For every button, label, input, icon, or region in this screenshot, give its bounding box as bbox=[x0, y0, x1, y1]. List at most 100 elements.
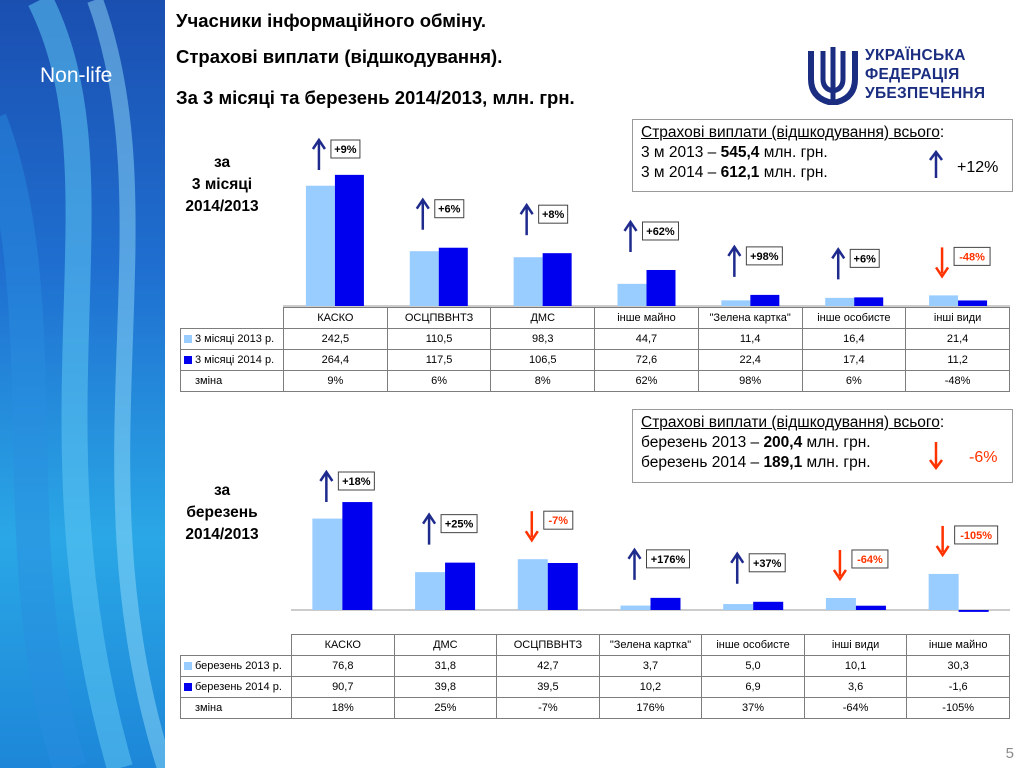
table-header-row: КАСКО ДМС ОСЦПВВНТЗ "Зелена картка" інше осо… bbox=[181, 634, 1010, 656]
bar-2013 bbox=[723, 604, 754, 610]
chart1-total-change: +12% bbox=[957, 159, 999, 176]
table-cell: 31,8 bbox=[393, 655, 498, 677]
chart2-summary-row2-value: 189,1 bbox=[763, 454, 803, 471]
change-callout-box bbox=[851, 549, 889, 569]
table-cell: 6% bbox=[801, 370, 907, 392]
table-cell: 44,7 bbox=[594, 328, 699, 350]
bar-2013 bbox=[825, 597, 856, 610]
change-callout-label: +6% bbox=[438, 204, 461, 216]
bar-2013 bbox=[312, 518, 343, 610]
arrow-up-icon bbox=[623, 219, 638, 232]
change-callout-box bbox=[646, 549, 690, 569]
table-header-cell: ДМС bbox=[393, 634, 498, 656]
chart1-side-label-2: 3 місяці bbox=[191, 176, 253, 193]
arrow-down-icon bbox=[929, 442, 943, 470]
chart2-summary-row2-label: березень 2014 – bbox=[641, 454, 764, 471]
table-corner bbox=[181, 635, 292, 656]
change-callout-label: -48% bbox=[959, 251, 985, 263]
change-callout-label: +98% bbox=[750, 251, 779, 263]
chart2-summary-row1-label: березень 2013 – bbox=[641, 434, 764, 451]
change-callout-label: +176% bbox=[651, 554, 686, 566]
table-cell: 30,3 bbox=[906, 655, 1010, 677]
legend-2014-label: 3 місяці 2014 р. bbox=[195, 354, 275, 366]
bar-2013 bbox=[409, 251, 439, 306]
change-callout-label: -7% bbox=[549, 515, 569, 527]
bar-2014 bbox=[334, 174, 364, 306]
table-cell: 8% bbox=[490, 370, 596, 392]
chart2-total-change: -6% bbox=[969, 449, 998, 466]
arrow-up-icon bbox=[831, 247, 846, 260]
table-row-change: зміна 18% 25% -7% 176% 37% -64% -105% bbox=[180, 697, 1010, 719]
table-cell: 98% bbox=[697, 370, 803, 392]
change-callout-label: -105% bbox=[960, 530, 992, 542]
header-line-3: За 3 місяці та березень 2014/2013, млн. … bbox=[176, 87, 575, 108]
table-header-cell: "Зелена картка" bbox=[598, 634, 703, 656]
table-cell: 5,0 bbox=[701, 655, 805, 677]
row-label-2014: березень 2014 р. bbox=[180, 676, 292, 698]
bar-2014 bbox=[646, 269, 676, 306]
table-row-change: зміна 9% 6% 8% 62% 98% 6% -48% bbox=[180, 370, 1010, 392]
table-cell: 76,8 bbox=[291, 655, 395, 677]
table-cell: 11,2 bbox=[905, 349, 1010, 371]
table-header-cell: інше особисте bbox=[801, 307, 907, 329]
chart1-summary-title: Страхові виплати (відшкодування) всього bbox=[641, 124, 940, 141]
change-callout-label: +9% bbox=[334, 144, 357, 156]
table-header-cell: КАСКО bbox=[291, 634, 395, 656]
table-header-cell: інше особисте bbox=[701, 634, 805, 656]
bar-2014 bbox=[445, 562, 476, 610]
bar-2014 bbox=[547, 562, 578, 610]
arrow-up-icon bbox=[727, 244, 742, 257]
bar-2014 bbox=[855, 605, 886, 610]
change-callout-label: -64% bbox=[857, 554, 883, 566]
page-number: 5 bbox=[1005, 745, 1014, 762]
legend-swatch-2014 bbox=[184, 683, 192, 691]
bar-2014 bbox=[438, 247, 468, 306]
bar-2013 bbox=[517, 559, 548, 610]
change-callout-label: +37% bbox=[753, 558, 782, 570]
bar-2014 bbox=[650, 597, 681, 610]
table-cell: -64% bbox=[803, 697, 908, 719]
table-cell: 3,6 bbox=[803, 676, 908, 698]
table-cell: -105% bbox=[906, 697, 1010, 719]
row-label-2014: 3 місяці 2014 р. bbox=[180, 349, 284, 371]
chart2-summary-row2-unit: млн. грн. bbox=[802, 454, 871, 471]
table-row-2013: березень 2013 р. 76,8 31,8 42,7 3,7 5,0 10,1 3… bbox=[180, 655, 1010, 677]
bar-2013 bbox=[929, 295, 959, 306]
change-callout-label: +18% bbox=[342, 476, 371, 488]
chart2-data-table: КАСКО ДМС ОСЦПВВНТЗ "Зелена картка" інше осо… bbox=[180, 634, 1010, 719]
bar-2013 bbox=[928, 573, 959, 610]
arrow-up-icon bbox=[730, 551, 745, 564]
logo-line-3: УБЕЗПЕЧЕННЯ bbox=[865, 85, 986, 102]
row-label-change: зміна bbox=[180, 697, 292, 719]
bar-2014 bbox=[342, 502, 373, 610]
table-corner bbox=[181, 308, 284, 329]
table-cell: 10,2 bbox=[598, 676, 703, 698]
change-callout-box bbox=[849, 248, 880, 268]
table-cell: 98,3 bbox=[490, 328, 596, 350]
logo-text: УКРАЇНСЬКА ФЕДЕРАЦІЯ УБЕЗПЕЧЕННЯ bbox=[865, 46, 985, 103]
change-callout-box bbox=[440, 514, 478, 534]
sidebar-title: Non-life bbox=[40, 64, 113, 87]
table-cell: 6,9 bbox=[701, 676, 805, 698]
chart1-summary-row2-label: 3 м 2014 – bbox=[641, 164, 721, 181]
chart1-summary-row1-label: 3 м 2013 – bbox=[641, 144, 721, 161]
table-cell: 22,4 bbox=[697, 349, 803, 371]
change-callout-label: +25% bbox=[445, 519, 474, 531]
header-line-2: Страхові виплати (відшкодування). bbox=[176, 46, 503, 67]
chart1-summary-row2-value: 612,1 bbox=[720, 164, 760, 181]
arrow-down-icon bbox=[935, 266, 950, 279]
arrow-down-icon bbox=[524, 530, 539, 543]
chart1-summary-row1-unit: млн. грн. bbox=[759, 144, 828, 161]
table-header-cell: інші види bbox=[803, 634, 908, 656]
arrow-up-icon bbox=[422, 512, 437, 525]
table-header-row: КАСКО ОСЦПВВНТЗ ДМС інше майно "Зелена картк… bbox=[181, 307, 1010, 329]
arrow-down-icon bbox=[935, 545, 950, 558]
table-cell: 90,7 bbox=[291, 676, 395, 698]
table-cell: 106,5 bbox=[490, 349, 596, 371]
bar-2013 bbox=[825, 297, 855, 306]
logo: УКРАЇНСЬКА ФЕДЕРАЦІЯ УБЕЗПЕЧЕННЯ bbox=[803, 42, 985, 108]
change-callout-label: +62% bbox=[646, 226, 675, 238]
change-callout-box bbox=[538, 204, 569, 224]
table-cell: 25% bbox=[393, 697, 498, 719]
arrow-down-icon bbox=[832, 569, 847, 582]
